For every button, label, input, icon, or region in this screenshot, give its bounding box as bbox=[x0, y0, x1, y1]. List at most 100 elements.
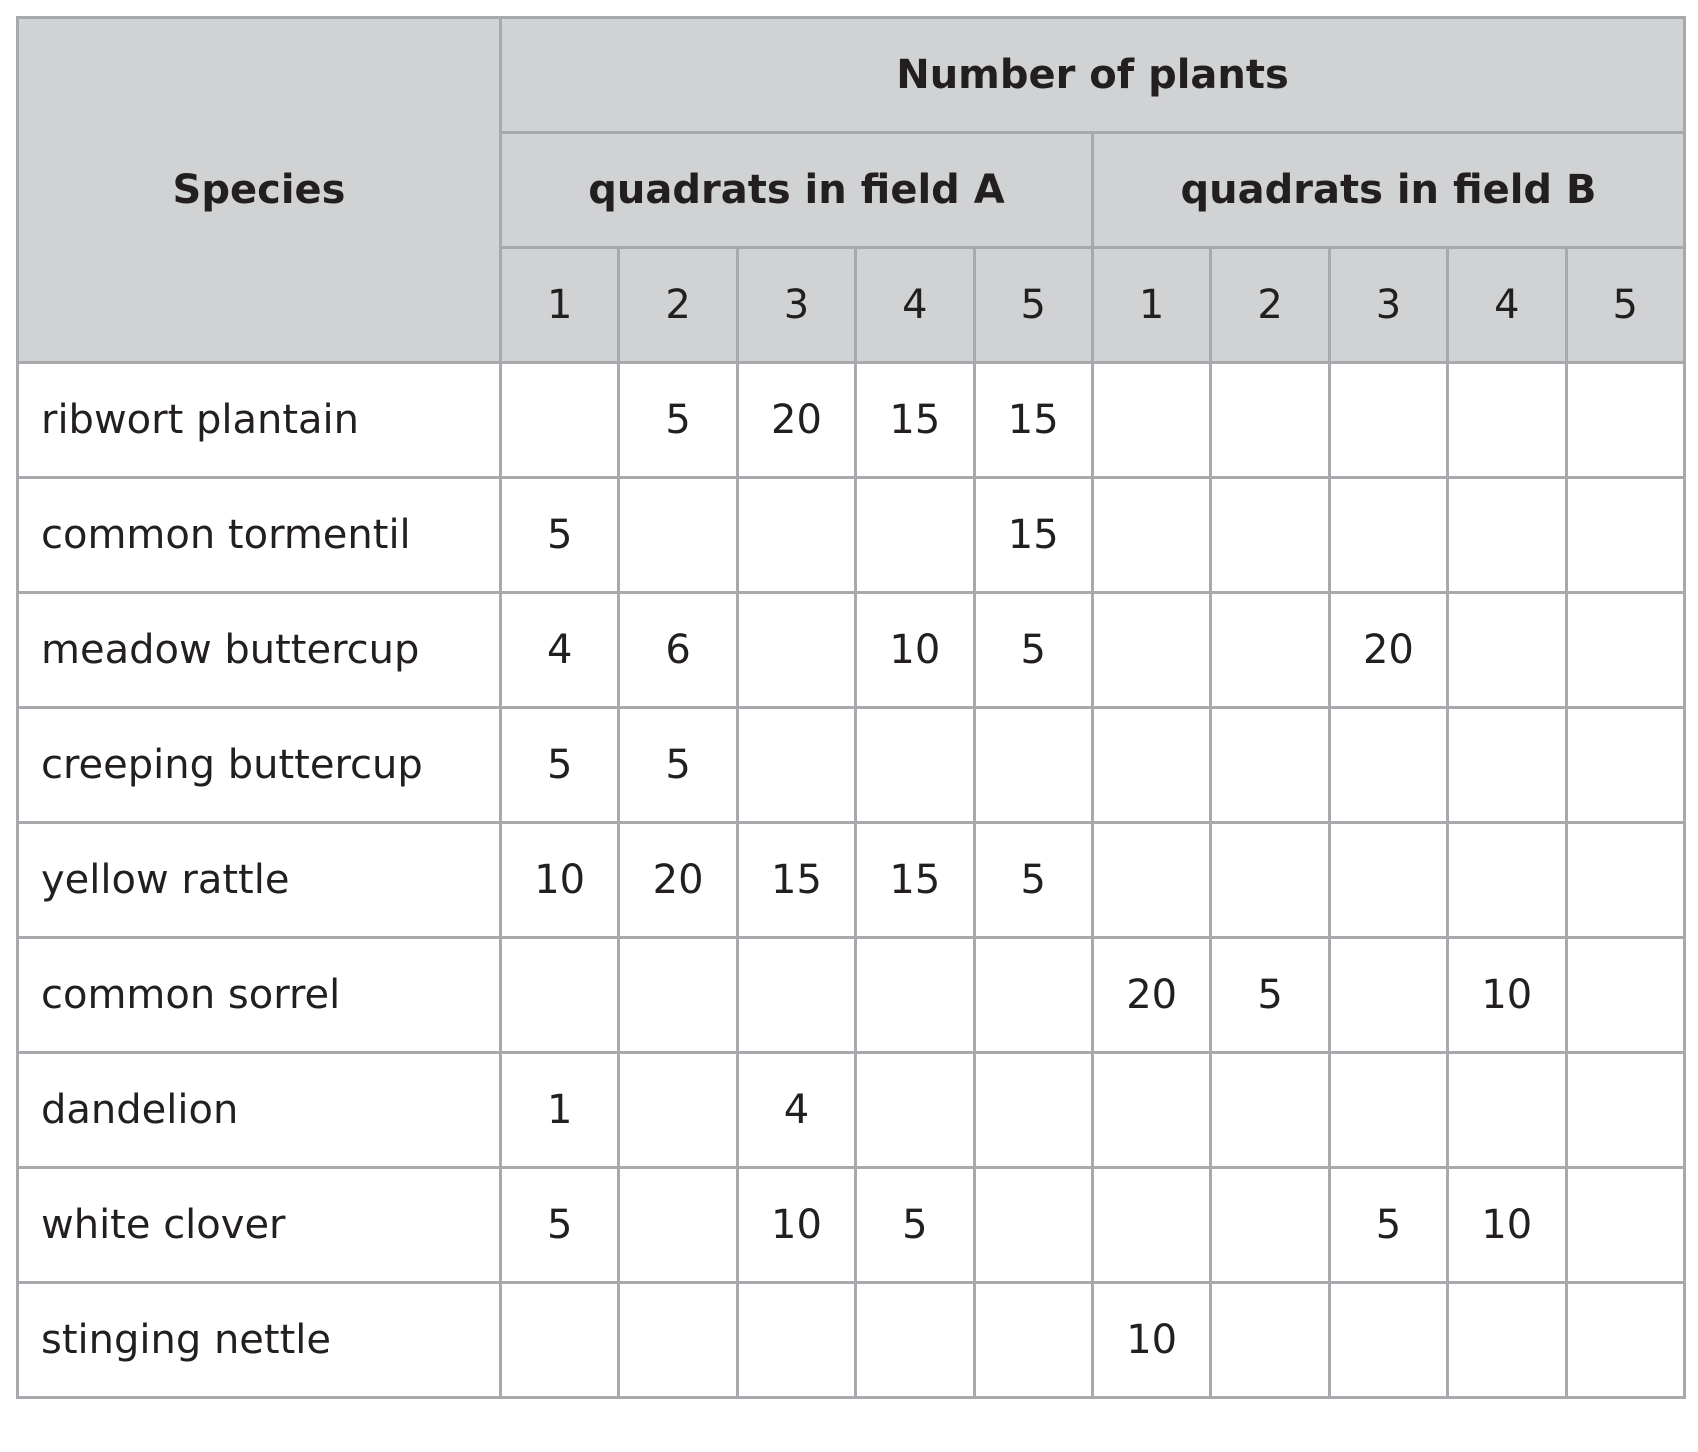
count-cell bbox=[854, 936, 976, 1054]
data-row: dandelion 1 4 bbox=[16, 1051, 1687, 1169]
species-name: ribwort plantain bbox=[16, 361, 502, 479]
count-cell bbox=[1446, 361, 1568, 479]
count-cell bbox=[1327, 936, 1450, 1054]
data-row: meadow buttercup 4 6 10 5 20 bbox=[16, 591, 1687, 709]
count-cell bbox=[854, 1281, 976, 1399]
count-cell: 10 bbox=[498, 821, 621, 939]
count-cell bbox=[1209, 591, 1331, 709]
count-cell bbox=[1564, 361, 1687, 479]
species-name: dandelion bbox=[16, 1051, 502, 1169]
count-cell bbox=[735, 476, 858, 594]
count-cell bbox=[1209, 821, 1331, 939]
count-cell: 5 bbox=[1327, 1166, 1450, 1284]
count-cell: 6 bbox=[617, 591, 739, 709]
count-cell bbox=[1090, 821, 1213, 939]
count-cell: 20 bbox=[617, 821, 739, 939]
count-cell bbox=[1090, 706, 1213, 824]
count-cell bbox=[617, 1281, 739, 1399]
field-header: quadrats in field A bbox=[499, 131, 1094, 249]
count-cell bbox=[1327, 361, 1450, 479]
data-row: common tormentil 5 15 bbox=[16, 476, 1687, 594]
count-cell bbox=[1209, 1281, 1331, 1399]
count-cell bbox=[1209, 1051, 1331, 1169]
count-cell: 10 bbox=[735, 1166, 858, 1284]
species-name: yellow rattle bbox=[16, 821, 502, 939]
count-cell bbox=[1090, 1051, 1213, 1169]
group-header: Number of plants bbox=[498, 16, 1687, 134]
field-header: quadrats in field B bbox=[1090, 131, 1687, 249]
count-cell: 20 bbox=[735, 361, 858, 479]
data-table: Species Number of plants quadrats in field… bbox=[16, 16, 1687, 1399]
data-row: common sorrel 20 5 10 bbox=[16, 936, 1687, 1054]
species-name: white clover bbox=[16, 1166, 502, 1284]
quadrat-header: 5 bbox=[972, 246, 1094, 364]
count-cell bbox=[1327, 706, 1450, 824]
header-row: Species Number of plants bbox=[16, 16, 1687, 364]
count-cell bbox=[972, 936, 1094, 1054]
count-cell bbox=[972, 1051, 1094, 1169]
count-cell bbox=[617, 1166, 739, 1284]
count-cell: 5 bbox=[854, 1166, 976, 1284]
count-cell bbox=[1446, 1281, 1568, 1399]
count-cell bbox=[1564, 1051, 1687, 1169]
quadrat-header: 1 bbox=[1090, 246, 1213, 364]
count-cell bbox=[617, 936, 739, 1054]
count-cell bbox=[1564, 591, 1687, 709]
count-cell bbox=[1090, 591, 1213, 709]
quadrat-header: 3 bbox=[1327, 246, 1450, 364]
species-name: stinging nettle bbox=[16, 1281, 502, 1399]
count-cell: 10 bbox=[1090, 1281, 1213, 1399]
species-name: meadow buttercup bbox=[16, 591, 502, 709]
count-cell: 20 bbox=[1090, 936, 1213, 1054]
count-cell: 5 bbox=[972, 591, 1094, 709]
count-cell: 4 bbox=[498, 591, 621, 709]
count-cell: 1 bbox=[498, 1051, 621, 1169]
count-cell bbox=[1564, 821, 1687, 939]
count-cell: 20 bbox=[1327, 591, 1450, 709]
quadrat-header: 1 bbox=[498, 246, 621, 364]
quadrat-header: 4 bbox=[1446, 246, 1568, 364]
count-cell bbox=[854, 706, 976, 824]
count-cell bbox=[1564, 706, 1687, 824]
count-cell bbox=[1446, 706, 1568, 824]
quadrat-header: 3 bbox=[735, 246, 858, 364]
count-cell: 5 bbox=[498, 1166, 621, 1284]
data-row: yellow rattle 10 20 15 15 5 bbox=[16, 821, 1687, 939]
data-row: stinging nettle 10 bbox=[16, 1281, 1687, 1399]
count-cell: 5 bbox=[617, 706, 739, 824]
count-cell bbox=[1446, 821, 1568, 939]
count-cell bbox=[498, 361, 621, 479]
species-name: creeping buttercup bbox=[16, 706, 502, 824]
count-cell: 10 bbox=[854, 591, 976, 709]
count-cell: 5 bbox=[498, 706, 621, 824]
count-cell bbox=[735, 936, 858, 1054]
count-cell: 5 bbox=[1209, 936, 1331, 1054]
quadrat-header: 5 bbox=[1564, 246, 1687, 364]
count-cell: 15 bbox=[854, 821, 976, 939]
species-header: Species bbox=[16, 16, 502, 364]
count-cell bbox=[498, 936, 621, 1054]
count-cell bbox=[1446, 476, 1568, 594]
count-cell bbox=[1209, 706, 1331, 824]
count-cell bbox=[1209, 1166, 1331, 1284]
count-cell bbox=[1327, 476, 1450, 594]
count-cell: 5 bbox=[498, 476, 621, 594]
count-cell bbox=[1327, 821, 1450, 939]
count-cell bbox=[854, 476, 976, 594]
count-cell bbox=[735, 591, 858, 709]
count-cell: 15 bbox=[735, 821, 858, 939]
count-cell: 5 bbox=[972, 821, 1094, 939]
count-cell bbox=[1090, 361, 1213, 479]
count-cell: 4 bbox=[735, 1051, 858, 1169]
count-cell bbox=[498, 1281, 621, 1399]
count-cell bbox=[617, 476, 739, 594]
count-cell bbox=[1327, 1051, 1450, 1169]
count-cell: 15 bbox=[854, 361, 976, 479]
count-cell bbox=[1209, 361, 1331, 479]
count-cell bbox=[1327, 1281, 1450, 1399]
count-cell bbox=[1564, 936, 1687, 1054]
count-cell bbox=[972, 1166, 1094, 1284]
quadrat-header: 2 bbox=[1209, 246, 1331, 364]
